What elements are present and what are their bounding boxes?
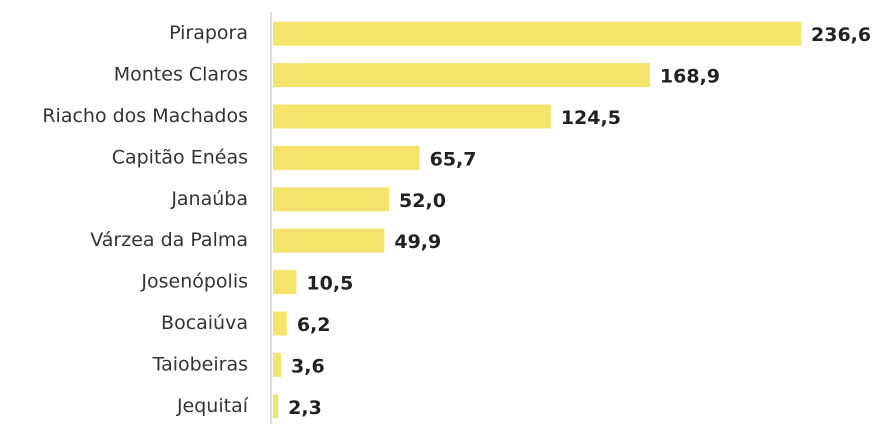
bar bbox=[273, 228, 385, 253]
value-label: 52,0 bbox=[399, 190, 446, 212]
bar bbox=[273, 311, 287, 336]
category-label: Capitão Enéas bbox=[112, 146, 248, 168]
value-label: 10,5 bbox=[306, 273, 353, 295]
bar bbox=[273, 352, 282, 377]
category-label: Pirapora bbox=[169, 22, 248, 44]
bar bbox=[273, 270, 297, 295]
value-label: 6,2 bbox=[297, 314, 331, 336]
value-label: 124,5 bbox=[561, 107, 621, 129]
bar bbox=[273, 394, 279, 419]
bar bbox=[273, 145, 420, 170]
value-label: 168,9 bbox=[660, 66, 720, 88]
category-label: Taiobeiras bbox=[152, 353, 248, 375]
value-label: 2,3 bbox=[288, 397, 322, 419]
bar bbox=[273, 187, 390, 212]
value-label: 3,6 bbox=[291, 355, 325, 377]
category-label: Jequitaí bbox=[176, 395, 249, 417]
bar bbox=[273, 63, 650, 88]
bar bbox=[273, 104, 551, 129]
category-label: Várzea da Palma bbox=[90, 229, 248, 251]
category-label: Riacho dos Machados bbox=[42, 105, 248, 127]
value-label: 65,7 bbox=[430, 148, 477, 170]
bar bbox=[273, 21, 801, 46]
value-label: 49,9 bbox=[394, 231, 441, 253]
value-label: 236,6 bbox=[811, 24, 871, 46]
category-label: Janaúba bbox=[170, 188, 248, 210]
category-label: Josenópolis bbox=[140, 271, 248, 293]
category-label: Montes Claros bbox=[114, 64, 248, 86]
category-label: Bocaiúva bbox=[161, 312, 248, 334]
